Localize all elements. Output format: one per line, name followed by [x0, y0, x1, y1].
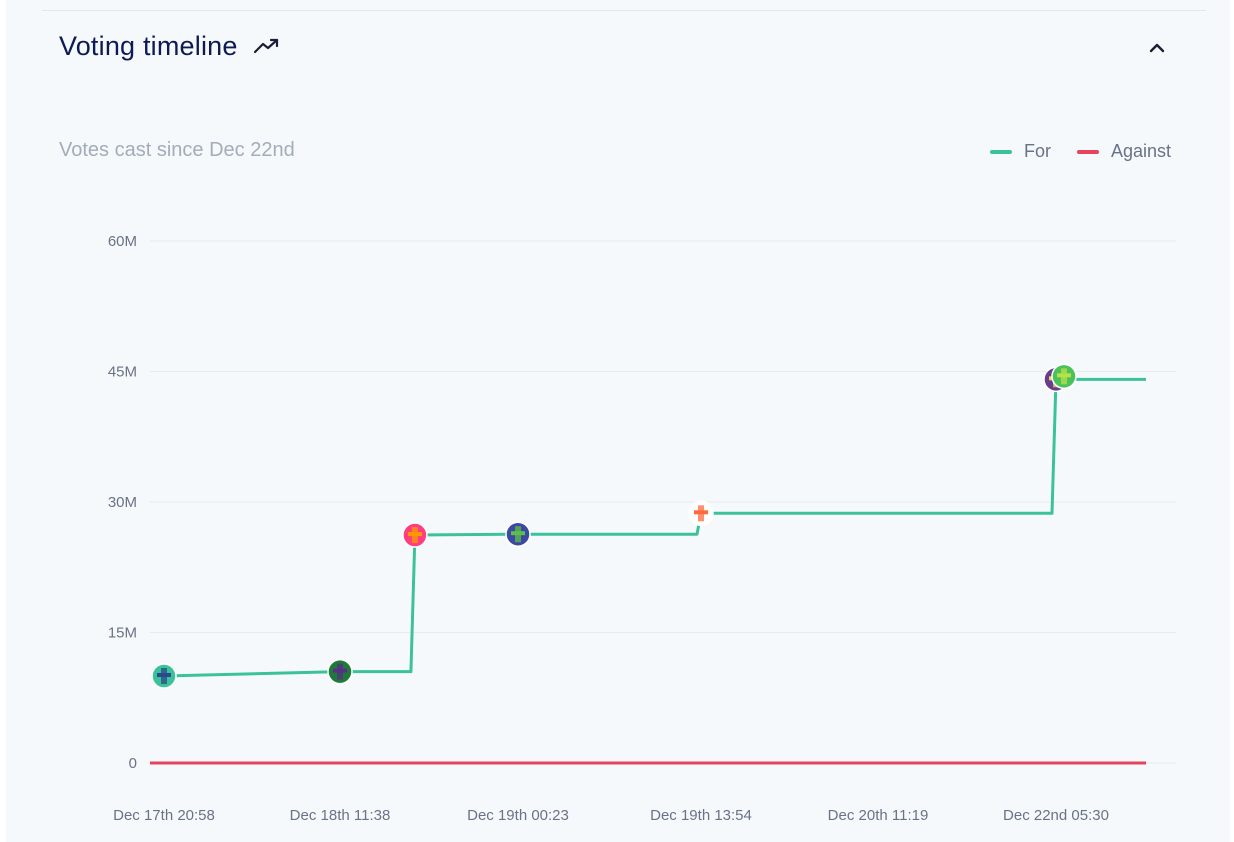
avatar-pattern — [698, 505, 704, 522]
y-tick-label: 45M — [108, 364, 137, 381]
chevron-up-icon — [1149, 43, 1165, 53]
section-header: Voting timeline — [59, 24, 1179, 68]
voter-avatar-icon — [327, 658, 353, 685]
voter-avatar-icon — [402, 522, 428, 548]
avatar-pattern — [1061, 368, 1067, 385]
y-tick-label: 60M — [108, 233, 137, 250]
avatar-pattern — [337, 663, 343, 680]
legend-swatch-for — [989, 149, 1012, 154]
avatar-pattern — [411, 527, 418, 544]
voting-timeline-panel — [6, 0, 1230, 842]
y-tick-label: 0 — [129, 755, 137, 772]
chart-legend: For Against — [964, 141, 1171, 162]
legend-item-against[interactable]: Against — [1076, 141, 1171, 162]
legend-label-against: Against — [1110, 141, 1171, 161]
x-tick-label: Dec 17th 20:58 — [113, 807, 215, 824]
voter-avatar-icon — [1051, 363, 1077, 390]
trending-up-icon — [253, 37, 280, 55]
x-tick-label: Dec 22nd 05:30 — [1003, 807, 1109, 824]
x-tick-label: Dec 18th 11:38 — [290, 807, 391, 824]
top-divider — [42, 10, 1206, 11]
y-tick-label: 30M — [108, 494, 137, 511]
voter-avatar-icon — [151, 663, 177, 689]
voter-avatar-icon — [688, 500, 714, 527]
voter-avatar-icon — [505, 521, 531, 547]
chart-subtitle: Votes cast since Dec 22nd — [59, 139, 295, 161]
x-tick-label: Dec 19th 00:23 — [467, 807, 569, 824]
legend-label-for: For — [1023, 141, 1051, 161]
y-tick-label: 15M — [108, 625, 137, 642]
x-tick-label: Dec 19th 13:54 — [650, 807, 752, 824]
series-line-for — [163, 377, 1146, 678]
legend-item-for[interactable]: For — [989, 141, 1051, 162]
section-title: Voting timeline — [59, 30, 238, 61]
avatar-pattern — [515, 526, 521, 543]
collapse-button[interactable] — [1145, 36, 1169, 60]
avatar-pattern — [161, 668, 167, 684]
x-tick-label: Dec 20th 11:19 — [828, 807, 929, 824]
legend-swatch-against — [1076, 149, 1099, 154]
